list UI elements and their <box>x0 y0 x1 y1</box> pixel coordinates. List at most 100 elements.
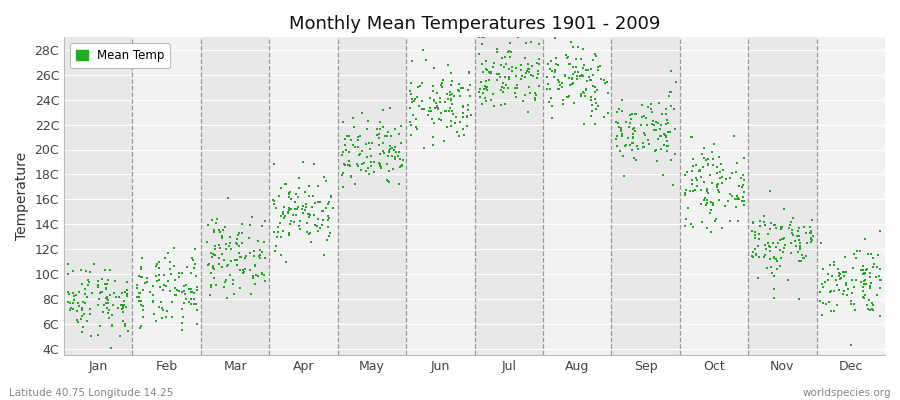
Point <box>350 137 365 144</box>
Point <box>382 148 396 154</box>
Point <box>624 116 638 122</box>
Point <box>662 120 676 126</box>
Point <box>474 101 489 107</box>
Point <box>731 218 745 224</box>
Point <box>846 300 860 307</box>
Point <box>83 268 97 275</box>
Point <box>732 196 746 203</box>
Point <box>528 96 543 103</box>
Point <box>158 255 172 261</box>
Point <box>496 80 510 86</box>
Point <box>487 103 501 110</box>
Point <box>567 100 581 106</box>
Point <box>539 74 554 80</box>
Point <box>746 219 760 225</box>
Point <box>706 201 720 208</box>
Point <box>442 108 456 114</box>
Point <box>561 54 575 60</box>
Point <box>805 237 819 243</box>
Point <box>829 277 843 284</box>
Point <box>91 278 105 284</box>
Point <box>644 101 659 108</box>
Point <box>243 267 257 274</box>
Point <box>421 112 436 118</box>
Point <box>179 281 194 288</box>
Point <box>525 63 539 70</box>
Point <box>427 134 441 140</box>
Point <box>175 270 189 276</box>
Point <box>584 102 598 108</box>
Point <box>94 289 108 296</box>
Point <box>730 160 744 166</box>
Point <box>589 106 603 112</box>
Point <box>227 290 241 297</box>
Point <box>686 188 700 194</box>
Point <box>232 254 247 261</box>
Point <box>422 95 436 102</box>
Point <box>826 288 841 294</box>
Point <box>823 288 837 295</box>
Point <box>134 264 148 270</box>
Point <box>870 264 885 270</box>
Point <box>480 66 494 73</box>
Point <box>395 156 410 163</box>
Point <box>235 221 249 227</box>
Point <box>600 110 615 117</box>
Point <box>872 228 886 234</box>
Point <box>163 266 177 272</box>
Point <box>692 168 706 174</box>
Point <box>292 218 307 225</box>
Point <box>417 106 431 112</box>
Point <box>667 106 681 112</box>
Point <box>576 61 590 68</box>
Point <box>625 146 639 153</box>
Point <box>359 141 374 147</box>
Point <box>208 252 222 258</box>
Point <box>685 134 699 140</box>
Point <box>177 300 192 306</box>
Point <box>493 87 508 94</box>
Point <box>276 215 291 222</box>
Point <box>245 214 259 220</box>
Point <box>551 62 565 68</box>
Point <box>514 61 528 68</box>
Point <box>626 134 640 140</box>
Point <box>707 141 722 147</box>
Point <box>385 153 400 160</box>
Point <box>703 199 717 206</box>
Point <box>445 91 459 98</box>
Point <box>230 236 244 242</box>
Point <box>543 86 557 92</box>
Point <box>440 96 454 102</box>
Point <box>612 106 626 112</box>
Point <box>100 280 114 287</box>
Point <box>545 114 560 121</box>
Point <box>716 167 730 174</box>
Bar <box>269 37 338 355</box>
Point <box>213 228 228 235</box>
Point <box>541 99 555 105</box>
Point <box>857 278 871 284</box>
Point <box>549 61 563 67</box>
Point <box>257 255 272 261</box>
Point <box>83 306 97 312</box>
Point <box>274 213 288 219</box>
Bar <box>748 37 816 355</box>
Point <box>868 274 883 281</box>
Point <box>233 285 248 292</box>
Point <box>291 203 305 210</box>
Point <box>454 85 468 91</box>
Bar <box>543 37 611 355</box>
Point <box>444 82 458 88</box>
Point <box>304 239 319 246</box>
Point <box>90 332 104 338</box>
Point <box>299 200 313 207</box>
Point <box>694 174 708 180</box>
Point <box>381 178 395 184</box>
Point <box>445 100 459 107</box>
Point <box>456 85 471 92</box>
Point <box>377 133 392 139</box>
Point <box>342 162 356 169</box>
Point <box>644 106 658 112</box>
Point <box>77 286 92 292</box>
